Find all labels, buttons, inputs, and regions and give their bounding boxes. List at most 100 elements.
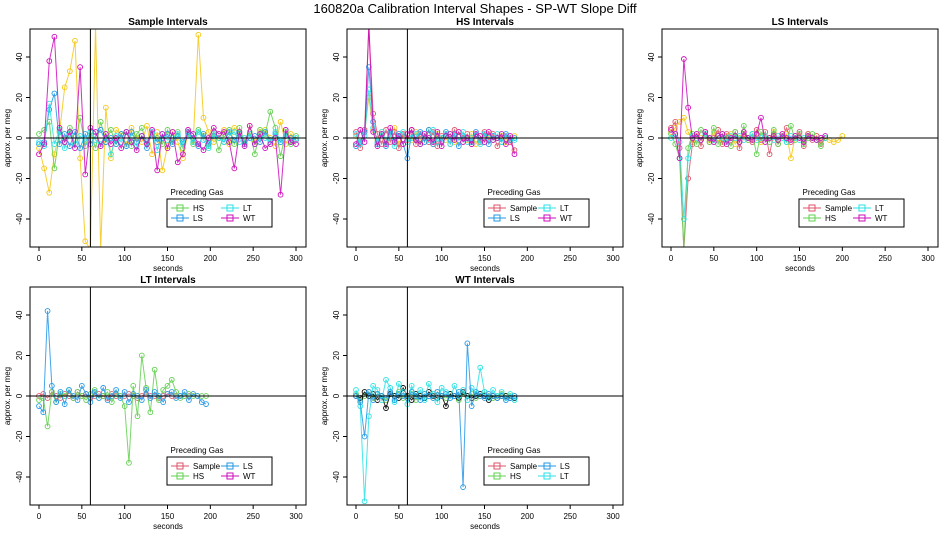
legend-label-lt: LT	[560, 204, 569, 213]
legend-marker-lt	[543, 204, 551, 212]
data-point-other	[46, 189, 53, 196]
data-point-wt	[97, 143, 104, 149]
panel-title: HS Intervals	[456, 17, 514, 28]
data-point-hs	[134, 413, 141, 420]
data-point-wt	[61, 139, 68, 145]
data-point-wt	[36, 151, 42, 158]
data-point-lt	[272, 129, 279, 135]
data-point-ls	[144, 145, 150, 151]
data-point-lt	[498, 389, 505, 395]
data-point-lt	[383, 376, 389, 383]
legend-title: Preceding Gas	[803, 188, 856, 197]
x-tick-label: 100	[435, 254, 449, 263]
series-group	[36, 308, 209, 466]
y-tick-label: 0	[332, 135, 341, 140]
data-point-lt	[425, 381, 432, 387]
data-point-hs	[82, 143, 89, 149]
data-point-hs	[740, 122, 747, 129]
data-point-wt	[800, 139, 807, 145]
data-point-ls	[36, 403, 42, 409]
data-point-wt	[262, 145, 269, 151]
x-tick-label: 150	[161, 254, 175, 263]
data-point-wt	[434, 129, 441, 135]
y-tick-label: 20	[647, 93, 656, 102]
data-point-ls	[366, 64, 372, 70]
x-tick-label: 200	[204, 512, 218, 521]
x-tick-label: 0	[37, 254, 42, 263]
series-line-wt	[38, 36, 297, 195]
data-point-hs	[44, 423, 51, 430]
legend-label-hs: HS	[193, 472, 204, 481]
data-point-lt	[82, 139, 89, 145]
data-point-other	[128, 125, 135, 131]
data-point-lt	[374, 387, 381, 393]
y-axis-label: approx. per meg	[635, 109, 644, 167]
data-point-wt	[421, 131, 428, 137]
data-point-wt	[92, 129, 99, 135]
y-tick-label: -40	[332, 471, 341, 483]
legend-box	[798, 198, 905, 228]
data-point-wt	[159, 131, 166, 137]
y-axis-label: approx. per meg	[320, 109, 329, 167]
data-point-wt	[357, 127, 364, 133]
data-point-sample	[682, 246, 686, 247]
plot-frame	[661, 28, 939, 248]
data-point-hs	[126, 459, 132, 466]
y-tick-label: 40	[647, 52, 656, 61]
data-point-hs	[710, 125, 717, 131]
data-point-ls	[236, 131, 243, 137]
legend-marker-sample	[176, 462, 184, 470]
data-point-wt	[447, 131, 454, 137]
data-point-lt	[108, 151, 114, 158]
x-tick-label: 250	[246, 254, 260, 263]
data-point-ls	[74, 397, 81, 403]
legend-label-sample: Sample	[510, 204, 538, 213]
legend-label-ls: LS	[560, 462, 570, 471]
panel-title: Sample Intervals	[128, 17, 208, 28]
data-point-wt	[736, 139, 743, 145]
data-point-other	[61, 84, 68, 91]
y-tick-label: 0	[15, 393, 24, 398]
data-point-lt	[195, 129, 202, 135]
data-point-wt	[190, 131, 197, 137]
data-point-wt	[77, 64, 83, 70]
legend-label-ls: LS	[510, 214, 520, 223]
data-point-ls	[408, 389, 415, 395]
data-point-wt	[174, 159, 181, 166]
data-point-hs	[252, 151, 258, 158]
data-point-ls	[257, 139, 263, 145]
data-point-hs	[770, 127, 777, 133]
data-point-other	[195, 31, 202, 38]
data-point-sample	[689, 141, 696, 147]
y-tick-label: -40	[15, 471, 24, 483]
x-tick-label: 100	[118, 254, 132, 263]
data-point-ls	[203, 401, 209, 407]
data-point-wt	[180, 151, 186, 158]
data-point-other	[82, 238, 89, 245]
data-point-hs	[216, 147, 222, 154]
data-point-wt	[46, 58, 53, 64]
x-axis-label: seconds	[470, 264, 500, 273]
y-tick-label: 20	[15, 93, 24, 102]
legend-marker-sample	[493, 204, 501, 212]
data-point-wt	[374, 143, 381, 149]
data-point-lt	[490, 387, 496, 393]
data-point-wt	[672, 131, 679, 137]
data-point-wt	[108, 141, 114, 147]
data-point-wt	[702, 129, 709, 135]
data-point-wt	[417, 141, 424, 147]
data-point-lt	[680, 216, 687, 222]
data-point-hs	[231, 141, 238, 147]
data-point-hs	[168, 376, 175, 383]
data-point-lt	[174, 131, 181, 137]
data-point-lt	[749, 131, 756, 137]
data-point-ls	[262, 129, 269, 135]
data-point-sample	[367, 29, 371, 30]
y-tick-label: 0	[15, 135, 24, 140]
data-point-hs	[151, 366, 158, 373]
legend-label-lt: LT	[875, 204, 884, 213]
data-point-other	[200, 114, 207, 121]
data-point-wt	[503, 141, 509, 147]
data-point-wt	[370, 129, 376, 135]
